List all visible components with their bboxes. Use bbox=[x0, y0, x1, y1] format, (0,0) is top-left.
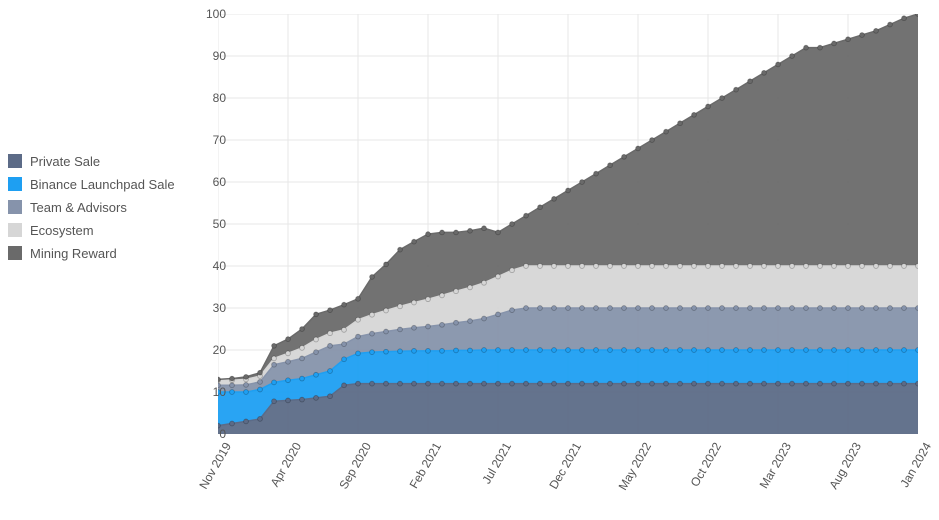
x-tick-label: Apr 2020 bbox=[268, 440, 304, 489]
x-tick-label: Jul 2021 bbox=[479, 440, 514, 486]
x-tick-label: Aug 2023 bbox=[826, 440, 864, 492]
legend-item[interactable]: Team & Advisors bbox=[8, 197, 184, 217]
x-tick-label: May 2022 bbox=[616, 440, 654, 493]
x-tick-label: Sep 2020 bbox=[336, 440, 374, 492]
y-tick-label: 100 bbox=[196, 7, 226, 21]
legend-item[interactable]: Private Sale bbox=[8, 151, 184, 171]
legend-swatch bbox=[8, 154, 22, 168]
legend-label: Binance Launchpad Sale bbox=[30, 177, 175, 192]
x-tick-label: Oct 2022 bbox=[688, 440, 724, 489]
legend-item[interactable]: Mining Reward bbox=[8, 243, 184, 263]
legend-label: Private Sale bbox=[30, 154, 100, 169]
y-tick-label: 20 bbox=[196, 343, 226, 357]
y-tick-label: 90 bbox=[196, 49, 226, 63]
legend-swatch bbox=[8, 200, 22, 214]
legend-label: Ecosystem bbox=[30, 223, 94, 238]
x-tick-label: Nov 2019 bbox=[196, 440, 234, 491]
legend-swatch bbox=[8, 246, 22, 260]
y-tick-label: 80 bbox=[196, 91, 226, 105]
legend-item[interactable]: Binance Launchpad Sale bbox=[8, 174, 184, 194]
x-tick-label: Jan 2024 bbox=[897, 440, 934, 490]
y-tick-label: 70 bbox=[196, 133, 226, 147]
y-tick-label: 30 bbox=[196, 301, 226, 315]
x-tick-label: Dec 2021 bbox=[546, 440, 584, 491]
y-tick-label: 40 bbox=[196, 259, 226, 273]
y-tick-label: 10 bbox=[196, 385, 226, 399]
chart-area: 0102030405060708090100Nov 2019Apr 2020Se… bbox=[186, 0, 932, 520]
y-tick-label: 50 bbox=[196, 217, 226, 231]
stacked-area-plot bbox=[218, 14, 918, 434]
chart-legend: Private Sale Binance Launchpad Sale Team &… bbox=[8, 148, 184, 266]
legend-label: Mining Reward bbox=[30, 246, 117, 261]
x-tick-label: Feb 2021 bbox=[407, 440, 444, 491]
legend-swatch bbox=[8, 177, 22, 191]
y-tick-label: 60 bbox=[196, 175, 226, 189]
legend-swatch bbox=[8, 223, 22, 237]
x-tick-label: Mar 2023 bbox=[757, 440, 794, 491]
legend-label: Team & Advisors bbox=[30, 200, 127, 215]
legend-item[interactable]: Ecosystem bbox=[8, 220, 184, 240]
